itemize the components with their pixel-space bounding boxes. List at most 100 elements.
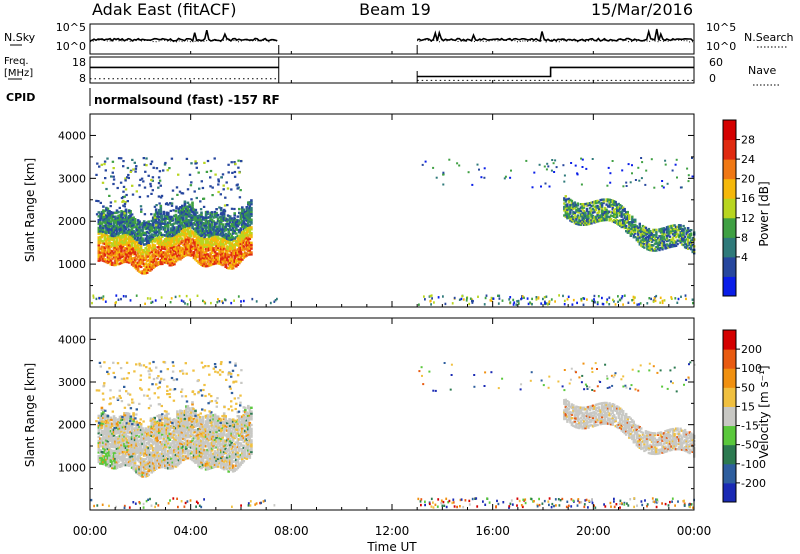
data-cell <box>236 234 240 238</box>
data-cell <box>148 464 152 468</box>
data-cell <box>244 255 247 258</box>
freq-line-1 <box>417 66 694 78</box>
data-cell <box>591 219 595 223</box>
data-cell <box>665 238 669 241</box>
data-cell <box>139 422 143 426</box>
data-cell <box>97 211 101 214</box>
data-cell <box>627 163 630 166</box>
data-cell <box>209 242 212 245</box>
data-cell <box>99 437 102 440</box>
data-cell <box>224 250 227 253</box>
data-cell <box>176 193 179 196</box>
data-cell <box>120 219 123 222</box>
data-cell <box>222 235 226 239</box>
data-cell <box>201 233 205 236</box>
data-cell <box>186 416 190 419</box>
data-cell <box>150 260 153 263</box>
data-cell <box>142 433 146 436</box>
data-cell <box>617 223 620 226</box>
data-cell <box>628 227 631 231</box>
data-cell <box>173 236 176 239</box>
data-cell <box>186 213 190 216</box>
data-cell <box>671 233 675 236</box>
data-cell <box>679 239 682 242</box>
data-cell <box>130 245 134 249</box>
data-cell <box>209 256 212 259</box>
data-cell <box>105 216 108 219</box>
data-cell <box>230 244 233 247</box>
data-cell <box>144 268 147 271</box>
data-cell <box>123 446 126 450</box>
data-cell <box>584 214 587 218</box>
data-cell <box>572 207 575 210</box>
data-cell <box>189 222 193 225</box>
data-cell <box>170 258 173 261</box>
data-cell <box>161 460 164 463</box>
data-cell <box>141 227 144 231</box>
data-cell <box>623 213 626 216</box>
data-cell <box>167 426 170 430</box>
data-cell <box>111 228 114 232</box>
data-cell <box>164 161 167 165</box>
data-cell <box>250 203 253 206</box>
data-cell <box>216 242 220 246</box>
data-cell <box>129 252 132 255</box>
data-cell <box>162 253 166 256</box>
data-cell <box>145 248 149 251</box>
data-cell <box>206 216 209 219</box>
data-cell <box>158 425 161 429</box>
data-cell <box>118 246 122 250</box>
data-cell <box>114 436 117 439</box>
data-cell <box>230 207 234 210</box>
data-cell <box>183 246 187 250</box>
data-cell <box>174 440 178 443</box>
data-cell <box>210 301 212 305</box>
data-cell <box>126 218 129 221</box>
data-cell <box>131 213 134 216</box>
data-cell <box>180 425 184 428</box>
data-cell <box>587 204 590 207</box>
data-cell <box>148 259 152 263</box>
data-cell <box>173 243 176 247</box>
data-cell <box>142 469 146 473</box>
data-cell <box>250 232 253 235</box>
data-cell <box>109 464 113 467</box>
data-cell <box>203 230 206 233</box>
data-cell <box>103 440 107 443</box>
data-cell <box>222 243 226 246</box>
data-cell <box>198 233 202 236</box>
data-cell <box>151 237 155 241</box>
data-cell <box>587 216 590 219</box>
data-cell <box>599 204 602 207</box>
data-cell <box>659 236 663 239</box>
data-cell <box>138 230 141 233</box>
data-cell <box>150 225 153 228</box>
data-cell <box>99 220 102 223</box>
data-cell <box>576 301 578 305</box>
data-cell <box>138 233 141 237</box>
data-cell <box>156 451 159 454</box>
data-cell <box>188 443 191 447</box>
data-cell <box>156 251 159 255</box>
data-cell <box>183 248 187 252</box>
data-cell <box>233 212 236 215</box>
data-cell <box>145 428 149 431</box>
data-cell <box>162 445 166 448</box>
data-cell <box>658 243 661 247</box>
data-cell <box>564 195 567 198</box>
data-cell <box>109 236 113 239</box>
data-cell <box>585 209 589 212</box>
data-cell <box>127 435 131 439</box>
data-cell <box>192 247 196 250</box>
data-cell <box>173 427 176 431</box>
data-cell <box>106 436 110 439</box>
data-cell <box>100 462 104 465</box>
data-cell <box>173 249 176 252</box>
data-cell <box>228 217 232 220</box>
data-cell <box>141 262 144 265</box>
data-cell <box>123 256 126 260</box>
data-cell <box>239 250 243 253</box>
data-cell <box>154 459 158 463</box>
data-cell <box>180 233 184 236</box>
data-cell <box>167 463 170 466</box>
